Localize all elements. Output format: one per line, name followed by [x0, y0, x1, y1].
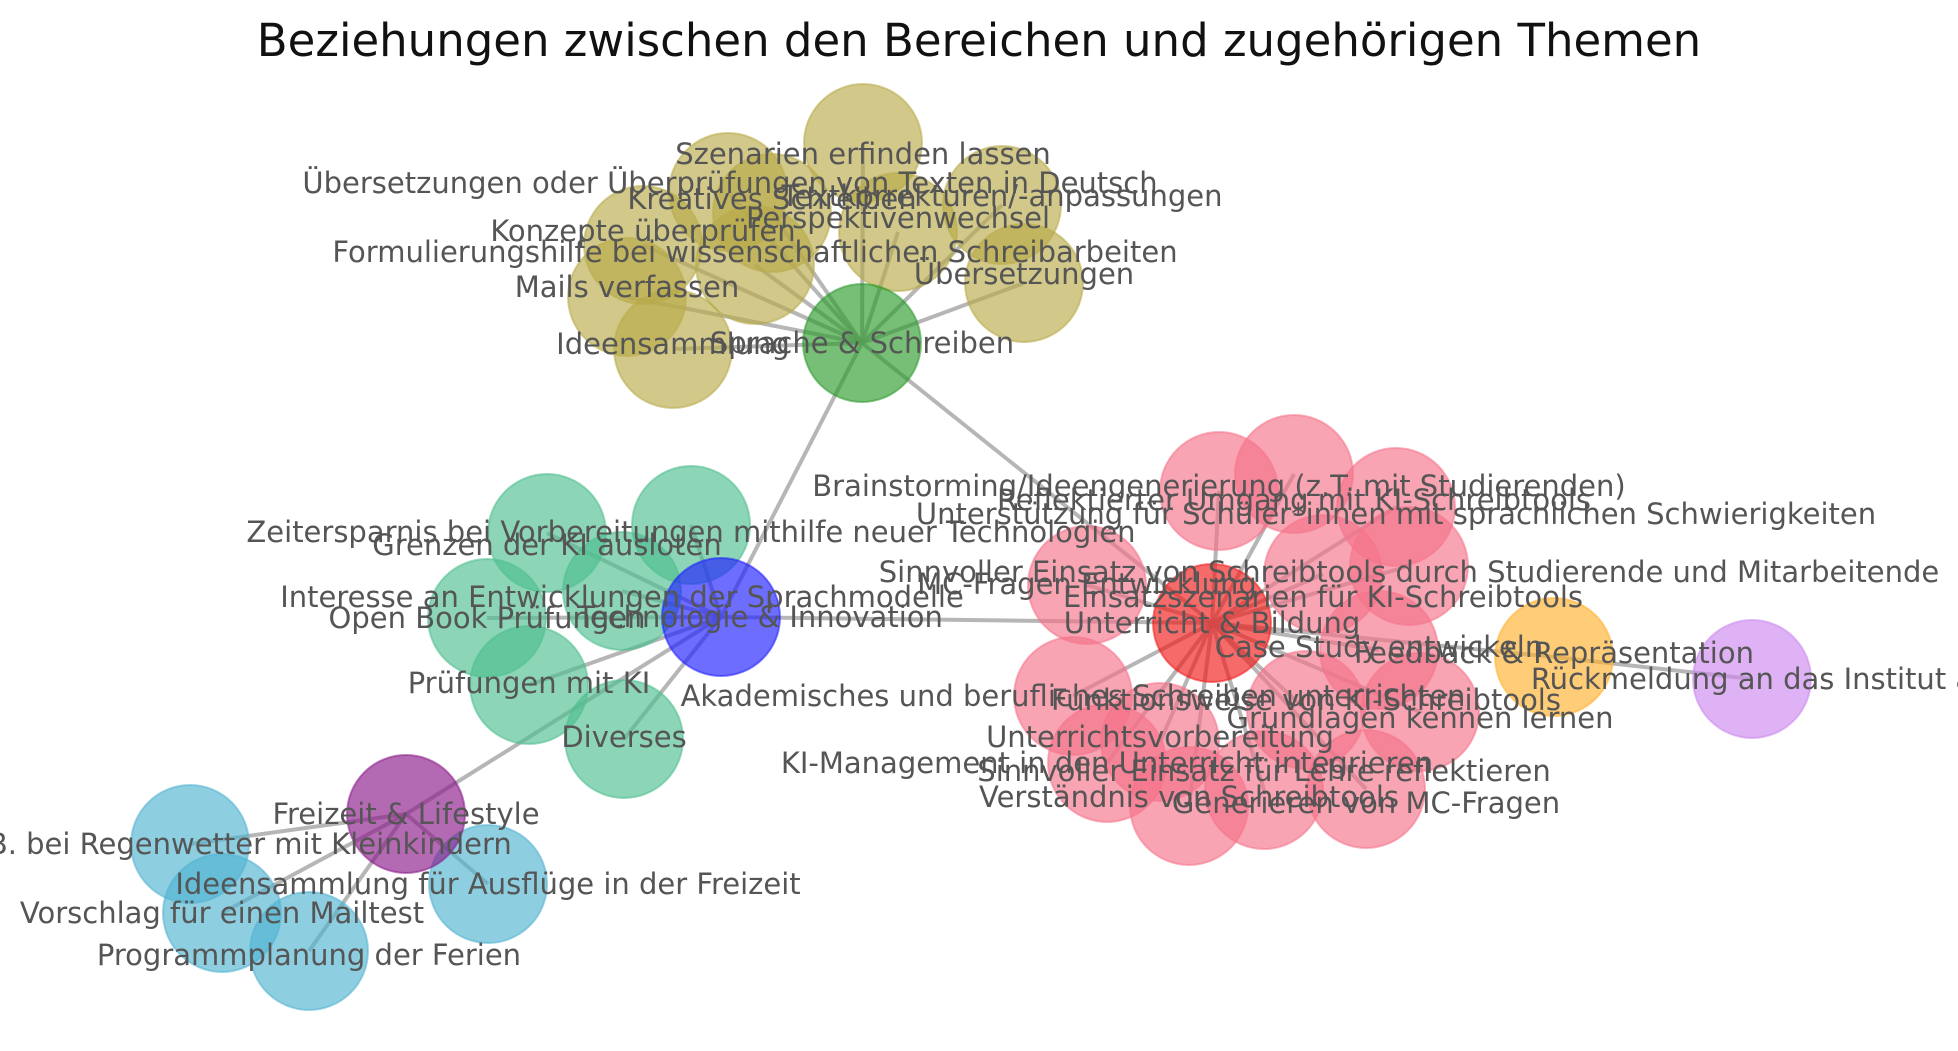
topic-label-s2: Übersetzungen oder Überprüfungen von Tex…	[302, 166, 1157, 200]
category-node-unterricht[interactable]	[1152, 563, 1272, 683]
labels-layer: Sprache & Schreiben Szenarien erfinden la…	[0, 137, 1958, 972]
category-label-technologie: Technologie & Innovation	[576, 600, 943, 634]
topic-label-l4: Programmplanung der Ferien	[97, 938, 521, 972]
topic-node-t5[interactable]	[469, 625, 589, 745]
topic-label-u1: Brainstorming/Ideengenerierung (z.T. mit…	[812, 469, 1625, 503]
topic-label-u10: Grundlagen kennen lernen	[1227, 701, 1614, 735]
topic-label-t3: Interesse an Entwicklungen der Sprachmod…	[280, 580, 964, 614]
topic-label-u2: Reflektierter Umgang mit KI-Schreibtools	[997, 483, 1591, 517]
topic-node-u14[interactable]	[1129, 746, 1249, 866]
topic-label-u9: Funktionsweise von KI-Schreibtools	[1051, 683, 1561, 717]
topic-node-l4[interactable]	[249, 891, 369, 1011]
topic-label-s3: Textkorrekturen/-anpassungen	[781, 179, 1223, 213]
topic-label-u14: Verständnis von Schreibtools	[979, 780, 1399, 814]
topic-node-u15[interactable]	[1306, 729, 1426, 849]
topic-label-t5: Prüfungen mit KI	[408, 666, 651, 700]
topic-label-l3: Vorschlag für einen Mailtest	[20, 896, 424, 930]
category-node-technologie[interactable]	[661, 557, 781, 677]
category-node-feedback[interactable]	[1494, 597, 1614, 717]
category-label-unterricht: Unterricht & Bildung	[1064, 606, 1361, 640]
diagram-title: Beziehungen zwischen den Bereichen und z…	[256, 14, 1702, 67]
edge-sprache-unterricht	[860, 341, 1214, 625]
category-node-freizeit[interactable]	[346, 754, 466, 874]
topic-label-f1: Rückmeldung an das Institut a	[1531, 662, 1958, 696]
topic-node-s8[interactable]	[964, 223, 1084, 343]
nodes-layer	[130, 83, 1812, 1011]
topic-label-s9: Mails verfassen	[515, 270, 740, 304]
category-label-freizeit: Freizeit & Lifestyle	[272, 797, 539, 831]
topic-label-u4: Sinnvoller Einsatz von Schreibtools durc…	[879, 555, 1939, 589]
topic-node-s7[interactable]	[695, 205, 815, 325]
category-label-sprache: Sprache & Schreiben	[710, 326, 1014, 360]
topic-label-t2: Grenzen der KI ausloten	[372, 528, 721, 562]
topic-label-s8: Übersetzungen	[914, 257, 1134, 291]
topic-label-u11: Unterrichtsvorbereitung	[986, 720, 1334, 754]
topic-label-u5: MC-Fragen Entwicklung	[917, 567, 1257, 601]
topic-node-t6[interactable]	[564, 679, 684, 799]
category-node-sprache[interactable]	[802, 283, 922, 403]
topic-label-u15: Generieren von MC-Fragen	[1172, 786, 1560, 820]
topic-label-t1: Zeitersparnis bei Vorbereitungen mithilf…	[246, 515, 1135, 549]
topic-node-f1[interactable]	[1692, 619, 1812, 739]
topic-node-l2[interactable]	[428, 824, 548, 944]
topic-label-s1: Szenarien erfinden lassen	[675, 137, 1051, 171]
topic-label-s4: Kreatives Schreiben	[627, 182, 916, 216]
topic-label-l2: Ideensammlung für Ausflüge in der Freize…	[175, 867, 800, 901]
topic-node-s5[interactable]	[838, 172, 958, 292]
topic-label-s10: Ideensammlung	[556, 327, 790, 361]
topic-label-l1: täten, z.B. bei Regenwetter mit Kleinkin…	[0, 827, 512, 861]
topic-node-s10[interactable]	[613, 289, 733, 409]
topic-label-s5: Perspektivenwechsel	[746, 201, 1050, 235]
topic-label-u8: Akademisches und berufliches Schreiben u…	[681, 679, 1466, 713]
topic-label-u13: Sinnvoller Einsatz für Lehre reflektiere…	[977, 754, 1550, 788]
topic-label-u3: Unterstützung für Schüler*innen mit spra…	[916, 497, 1876, 531]
topic-label-t4: Open Book Prüfungen	[329, 601, 646, 635]
topic-label-s7: Formulierungshilfe bei wissenschaftliche…	[332, 235, 1177, 269]
topic-label-u7: Case Study entwickeln	[1215, 630, 1544, 664]
topic-label-t6: Diverses	[561, 720, 686, 754]
category-label-feedback: Feedback & Repräsentation	[1354, 636, 1754, 670]
topic-label-u12: KI-Management in den Unterricht integrie…	[781, 746, 1433, 780]
topic-label-s6: Konzepte überprüfen	[490, 214, 795, 248]
topic-label-u6: Einsatzszenarien für KI-Schreibtools	[1063, 580, 1583, 614]
